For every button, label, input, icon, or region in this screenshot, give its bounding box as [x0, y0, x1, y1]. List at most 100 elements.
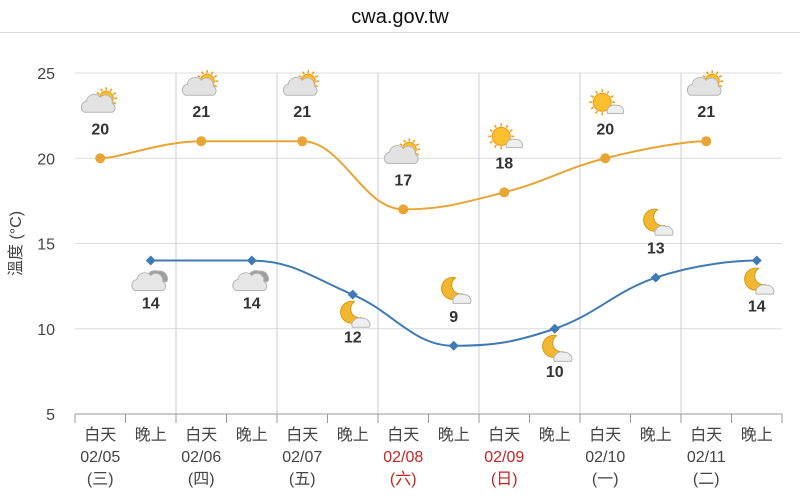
data-label-low: 14 — [243, 296, 261, 313]
sun-ray — [298, 75, 302, 78]
sun-ray — [590, 106, 594, 110]
sun-ray — [197, 75, 201, 78]
x-label-period: 白天 — [84, 426, 116, 444]
sun-disc — [491, 126, 511, 146]
data-label-high: 18 — [495, 155, 513, 172]
y-tick-label: 25 — [37, 66, 55, 83]
x-label-date: 02/10 — [585, 449, 625, 466]
sun-ray — [590, 95, 594, 98]
partly-cloudy-sun-icon — [80, 87, 118, 113]
cloud-shape — [755, 284, 775, 295]
data-point-low — [347, 289, 358, 300]
sun-ray — [494, 124, 497, 129]
sun-ray — [403, 139, 406, 143]
moon-cloud-icon — [542, 334, 573, 362]
x-label-date: 02/05 — [80, 449, 120, 466]
data-label-low: 10 — [546, 364, 564, 381]
sun-ray — [213, 75, 218, 78]
sun-ray — [595, 90, 598, 94]
cloudy-night-icon — [232, 270, 270, 292]
sun-ray — [415, 143, 420, 147]
x-label-period: 白天 — [488, 426, 520, 444]
sun-ray — [494, 144, 497, 149]
moon-cloud-icon — [744, 267, 775, 295]
sun-ray — [412, 139, 416, 143]
address-bar: cwa.gov.tw — [0, 0, 800, 33]
partly-cloudy-sun-icon — [383, 138, 421, 164]
data-label-high: 21 — [293, 104, 311, 121]
x-label-weekday: (一) — [592, 471, 619, 488]
x-label-date: 02/08 — [383, 449, 423, 466]
data-point-low — [448, 340, 459, 351]
moon-cloud-icon — [340, 300, 371, 328]
cloud-shape — [606, 104, 625, 115]
moon-cloud-icon — [643, 208, 674, 236]
data-label-low: 14 — [142, 296, 160, 313]
data-label-low: 9 — [449, 309, 458, 326]
data-point-high — [499, 187, 510, 198]
data-point-high — [600, 153, 611, 164]
sun-ray — [112, 92, 117, 95]
sun-ray — [505, 124, 509, 129]
x-label-period: 晚上 — [236, 426, 268, 444]
sun-ray — [311, 71, 315, 75]
cloudy-night-icon — [131, 270, 169, 292]
sun-ray — [610, 95, 614, 98]
cloud-shape — [232, 272, 268, 292]
x-label-period: 白天 — [589, 426, 621, 444]
sun-cloud-icon — [589, 89, 625, 116]
sun-ray — [100, 88, 103, 92]
y-tick-label: 5 — [46, 407, 55, 424]
y-tick-label: 15 — [37, 237, 55, 254]
cloud-shape — [383, 145, 419, 164]
partly-cloudy-sun-icon — [181, 70, 219, 96]
sun-ray — [314, 84, 319, 88]
moon-cloud-icon — [441, 276, 472, 304]
cloud-shape — [131, 272, 167, 292]
data-point-low — [650, 272, 661, 283]
data-label-high: 21 — [697, 104, 715, 121]
sun-ray — [706, 71, 709, 75]
sun-ray — [302, 71, 305, 75]
x-label-date: 02/06 — [181, 449, 221, 466]
site-domain: cwa.gov.tw — [351, 6, 449, 28]
cloud-shape — [80, 93, 116, 113]
data-label-high: 20 — [596, 121, 614, 138]
data-point-high — [297, 136, 308, 147]
sun-ray — [314, 75, 319, 78]
sun-ray — [595, 110, 598, 114]
sun-ray — [715, 71, 719, 75]
x-label-date: 02/11 — [687, 449, 726, 466]
data-point-high — [701, 136, 712, 147]
x-label-period: 晚上 — [135, 426, 167, 444]
sun-ray — [112, 101, 117, 105]
data-point-low — [246, 255, 257, 266]
sun-ray — [489, 129, 493, 133]
data-label-low: 13 — [647, 241, 665, 258]
data-label-high: 17 — [394, 172, 412, 189]
partly-cloudy-sun-icon — [686, 70, 724, 96]
sun-ray — [489, 140, 493, 144]
y-tick-label: 20 — [37, 151, 55, 168]
data-point-low — [751, 255, 762, 266]
cloud-shape — [452, 293, 472, 304]
sun-ray — [606, 90, 610, 94]
cloud-shape — [282, 76, 318, 96]
data-point-low — [549, 323, 560, 334]
cloud-shape — [553, 351, 573, 362]
sun-ray — [213, 84, 218, 88]
cloud-shape — [505, 138, 524, 149]
cloud-shape — [686, 76, 722, 96]
sun-ray — [415, 152, 420, 156]
cloud-shape — [351, 317, 371, 328]
sun-ray — [109, 88, 113, 92]
x-label-period: 晚上 — [438, 426, 470, 444]
sun-disc — [592, 92, 612, 112]
x-label-period: 白天 — [286, 426, 318, 444]
x-label-period: 晚上 — [337, 426, 369, 444]
x-label-weekday: (二) — [693, 471, 720, 488]
sun-ray — [509, 129, 513, 133]
data-point-high — [398, 204, 409, 215]
data-label-low: 14 — [748, 299, 766, 316]
